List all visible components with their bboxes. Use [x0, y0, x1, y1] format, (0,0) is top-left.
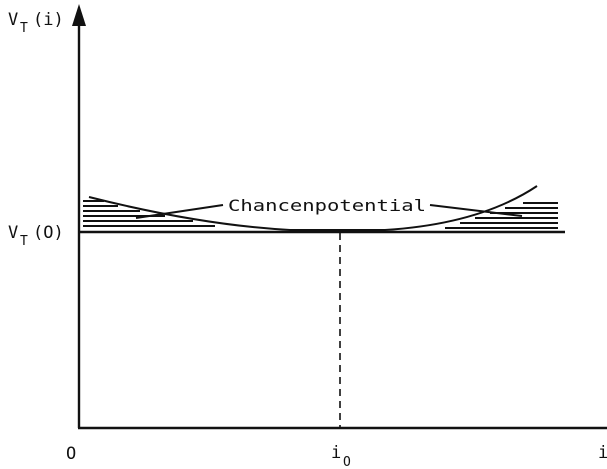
i0-label: i — [331, 443, 341, 463]
origin-label: O — [66, 444, 76, 464]
callout-label: Chancenpotential — [228, 196, 426, 215]
callout-leader-left — [135, 204, 224, 219]
y-axis-label-main: V — [8, 10, 18, 30]
x-axis-label: i — [598, 443, 607, 463]
y-axis-label: V — [8, 10, 18, 30]
v0-label-subscript: T — [20, 234, 28, 249]
i0-label-subscript: O — [343, 455, 351, 469]
callout-leader-right — [429, 204, 523, 217]
right-hatching — [445, 202, 558, 229]
y-axis-arrowhead — [72, 4, 86, 26]
y-axis-label-arg: (i) — [33, 10, 64, 30]
v0-label-arg: (O) — [33, 223, 64, 243]
v0-label: V — [8, 223, 18, 243]
potential-curve — [88, 185, 538, 231]
left-hatching — [83, 200, 215, 227]
y-axis-label-subscript: T — [20, 21, 28, 36]
